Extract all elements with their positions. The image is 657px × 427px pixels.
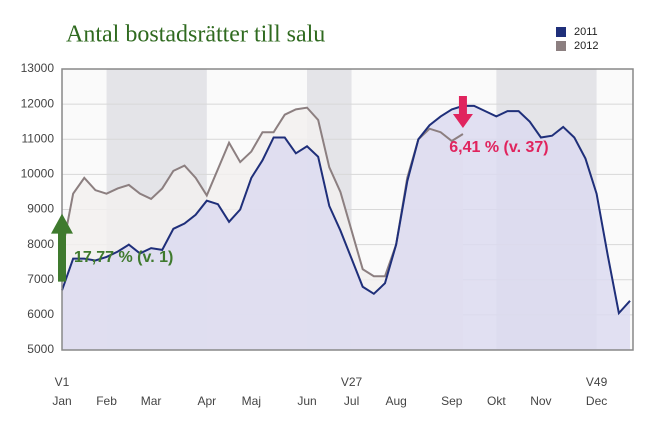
annotation-arrow <box>452 95 473 128</box>
legend-swatch <box>556 41 566 51</box>
legend-label: 2011 <box>574 26 598 38</box>
week-tick-label: V49 <box>586 375 608 389</box>
y-tick-label: 13000 <box>21 61 55 75</box>
plot-frame <box>61 68 634 351</box>
y-tick-label: 12000 <box>21 96 55 110</box>
week-tick-label: V1 <box>55 375 70 389</box>
annotation-text: 17,77 % (v. 1) <box>74 249 173 266</box>
annotation-arrow <box>51 213 73 282</box>
annotation-text: 6,41 % (v. 37) <box>449 139 548 156</box>
x-tick-label: Sep <box>441 394 463 408</box>
x-tick-label: Jul <box>344 394 359 408</box>
x-tick-label: Feb <box>96 394 117 408</box>
week-tick-label: V27 <box>341 375 363 389</box>
y-tick-label: 5000 <box>27 342 54 356</box>
x-tick-label: Maj <box>242 394 261 408</box>
y-tick-label: 10000 <box>21 167 55 181</box>
line <box>61 104 631 316</box>
x-tick-label: Jun <box>297 394 316 408</box>
legend-label: 2012 <box>574 40 598 52</box>
x-tick-label: Dec <box>586 394 607 408</box>
x-tick-label: Jan <box>52 394 71 408</box>
chart-title: Antal bostadsrätter till salu <box>66 22 325 48</box>
area <box>62 105 630 350</box>
y-tick-label: 11000 <box>22 131 55 145</box>
y-tick-label: 6000 <box>27 307 54 321</box>
x-tick-label: Mar <box>141 394 162 408</box>
legend-swatch <box>556 27 566 37</box>
x-tick-label: Aug <box>385 394 406 408</box>
y-tick-label: 8000 <box>27 237 54 251</box>
y-tick-label: 9000 <box>27 202 54 216</box>
x-tick-label: Okt <box>487 394 506 408</box>
y-tick-label: 7000 <box>27 272 54 286</box>
x-tick-label: Nov <box>530 394 551 408</box>
x-tick-label: Apr <box>197 394 216 408</box>
